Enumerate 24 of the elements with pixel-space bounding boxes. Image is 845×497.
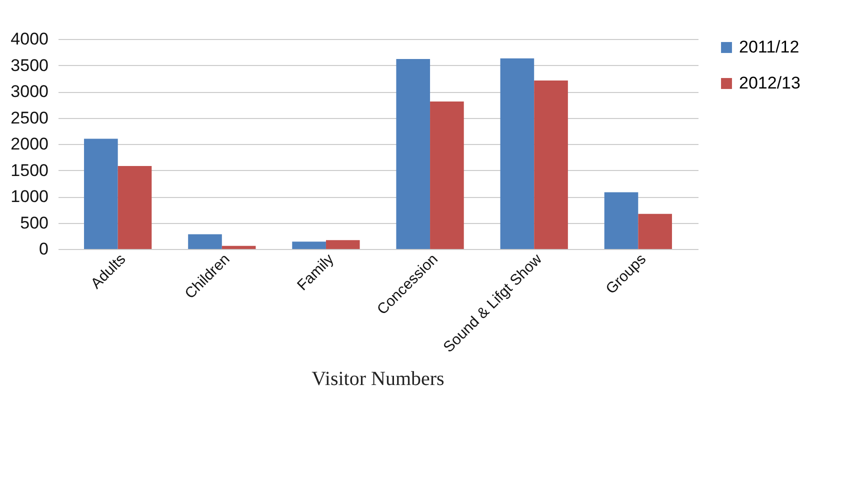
text: Visitor Numbers bbox=[312, 368, 445, 390]
bar bbox=[534, 80, 568, 249]
bar bbox=[500, 58, 534, 249]
y-tick-label: 500 bbox=[20, 213, 48, 232]
y-tick-label: 3500 bbox=[10, 56, 48, 75]
bar bbox=[188, 234, 222, 249]
bar bbox=[118, 166, 152, 249]
bar bbox=[222, 246, 256, 249]
y-tick-label: 1500 bbox=[10, 160, 48, 180]
legend-label: 2012/13 bbox=[739, 74, 800, 92]
y-tick-label: 2500 bbox=[10, 108, 48, 128]
bar bbox=[292, 242, 326, 249]
y-tick-label: 3000 bbox=[10, 82, 48, 101]
bar bbox=[638, 214, 672, 249]
bar bbox=[604, 192, 638, 249]
bar bbox=[84, 138, 118, 249]
legend-label: 2011/12 bbox=[739, 38, 800, 56]
y-tick-label: 1000 bbox=[10, 187, 48, 206]
y-tick-label: 4000 bbox=[10, 30, 48, 48]
y-tick-label: 2000 bbox=[10, 134, 48, 154]
y-tick-label: 0 bbox=[39, 240, 48, 258]
bar bbox=[396, 58, 430, 249]
bar bbox=[430, 101, 464, 249]
bar bbox=[326, 240, 360, 249]
